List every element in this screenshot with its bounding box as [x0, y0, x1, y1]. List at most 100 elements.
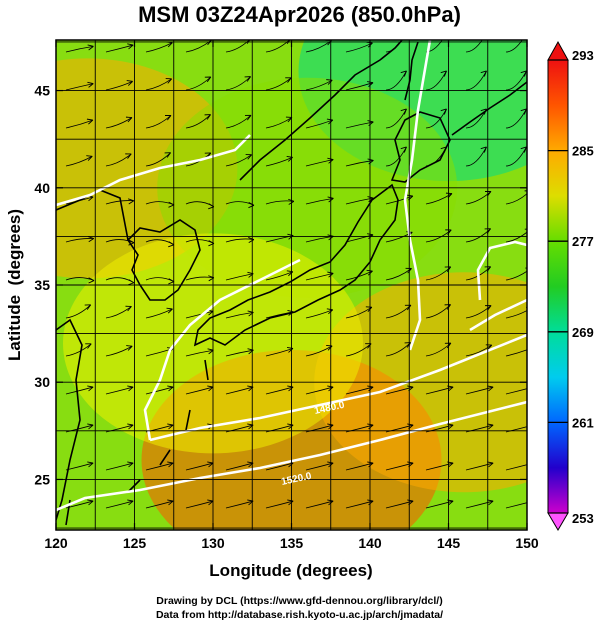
colorbar: 293 285 277 269 261 253 — [547, 40, 594, 531]
streamline — [385, 424, 414, 433]
streamline-arrow — [485, 344, 493, 350]
streamline-arrow — [441, 33, 447, 39]
streamline-arrow — [287, 385, 294, 392]
streamline — [145, 308, 173, 319]
streamline — [185, 114, 211, 129]
contour-line — [469, 298, 527, 332]
streamline-arrow — [87, 499, 94, 506]
streamline — [265, 462, 294, 471]
streamline — [505, 270, 527, 281]
colorbar-tick-label: 269 — [572, 325, 594, 340]
streamline — [65, 155, 93, 167]
streamline — [465, 40, 483, 53]
streamline — [465, 228, 491, 243]
streamline — [465, 344, 492, 357]
colorbar-min-arrow — [547, 512, 569, 531]
streamline — [385, 195, 413, 205]
streamline — [225, 76, 251, 91]
streamline-arrow — [127, 423, 134, 430]
streamline — [385, 500, 414, 509]
streamline — [505, 146, 527, 167]
streamline — [505, 193, 527, 205]
streamline — [145, 115, 172, 129]
streamline — [105, 500, 134, 509]
coast-russia — [239, 40, 403, 181]
streamline-arrow — [126, 345, 133, 351]
streamline-arrow — [326, 79, 333, 85]
colorbar-tick-label: 277 — [572, 234, 594, 249]
streamline-arrow — [527, 424, 533, 429]
streamline — [225, 238, 254, 243]
geopotential-contours — [56, 40, 527, 512]
streamline-arrow — [400, 146, 407, 153]
streamline — [145, 42, 173, 53]
streamline — [225, 312, 254, 319]
streamline-arrow — [521, 33, 527, 39]
y-tick-label: 30 — [34, 374, 50, 390]
streamline-arrow — [487, 423, 494, 430]
streamline-arrow — [126, 80, 133, 86]
streamline-arrow — [166, 307, 173, 314]
streamline — [425, 229, 452, 243]
streamline-arrow — [287, 423, 294, 430]
streamline — [505, 388, 527, 395]
credit-drawing: Drawing by DCL (https://www.gfd-dennou.o… — [156, 595, 443, 607]
x-tick-label: 145 — [437, 535, 461, 551]
streamline-arrow — [245, 154, 252, 160]
streamline — [425, 462, 454, 471]
streamline-arrow — [127, 43, 134, 50]
streamline-arrow — [440, 108, 447, 115]
streamline — [185, 276, 214, 281]
streamline-arrow — [164, 152, 171, 158]
streamline-arrow — [285, 77, 292, 83]
streamline — [105, 153, 132, 167]
streamline — [225, 154, 252, 167]
streamline — [345, 82, 374, 91]
contour-line — [143, 258, 301, 441]
y-axis-label: Latitude (degrees) — [5, 209, 24, 361]
streamline-arrow — [128, 279, 135, 286]
contour-line — [56, 400, 527, 512]
streamline — [225, 273, 254, 281]
streamline-arrow — [168, 278, 175, 285]
streamline — [185, 152, 212, 167]
streamline — [465, 70, 487, 91]
streamline-arrow — [125, 116, 133, 123]
streamline — [305, 79, 333, 91]
streamline — [345, 462, 374, 471]
streamline — [265, 117, 293, 129]
contour-line — [476, 240, 527, 301]
y-tick-label: 45 — [34, 83, 50, 99]
streamline — [185, 349, 214, 357]
streamline-arrow — [165, 78, 173, 84]
streamline — [185, 310, 214, 319]
credit-data-source: Data from http://database.rish.kyoto-u.a… — [155, 609, 444, 621]
streamline — [65, 304, 91, 319]
streamline — [345, 424, 374, 433]
streamline-arrow — [524, 228, 527, 234]
streamline-arrow — [481, 33, 487, 39]
streamline-arrow — [244, 76, 251, 82]
streamline-arrow — [480, 70, 487, 77]
streamline-arrow — [487, 499, 494, 506]
streamline-arrow — [487, 461, 494, 468]
streamline — [185, 76, 212, 91]
streamline — [505, 426, 527, 433]
streamline — [265, 424, 294, 433]
streamline — [225, 349, 254, 357]
streamline — [505, 464, 527, 471]
streamline — [65, 343, 92, 357]
streamline — [105, 386, 134, 395]
streamline — [505, 231, 527, 243]
streamline — [345, 121, 374, 129]
streamline-arrow — [400, 108, 407, 115]
streamline — [505, 108, 527, 129]
streamline-arrow — [287, 499, 294, 506]
x-tick-label: 125 — [123, 535, 147, 551]
streamline — [465, 424, 494, 433]
streamline — [265, 271, 293, 281]
streamline — [105, 44, 134, 53]
coast-korea — [126, 219, 201, 301]
streamline — [425, 424, 454, 433]
streamline — [425, 193, 453, 205]
